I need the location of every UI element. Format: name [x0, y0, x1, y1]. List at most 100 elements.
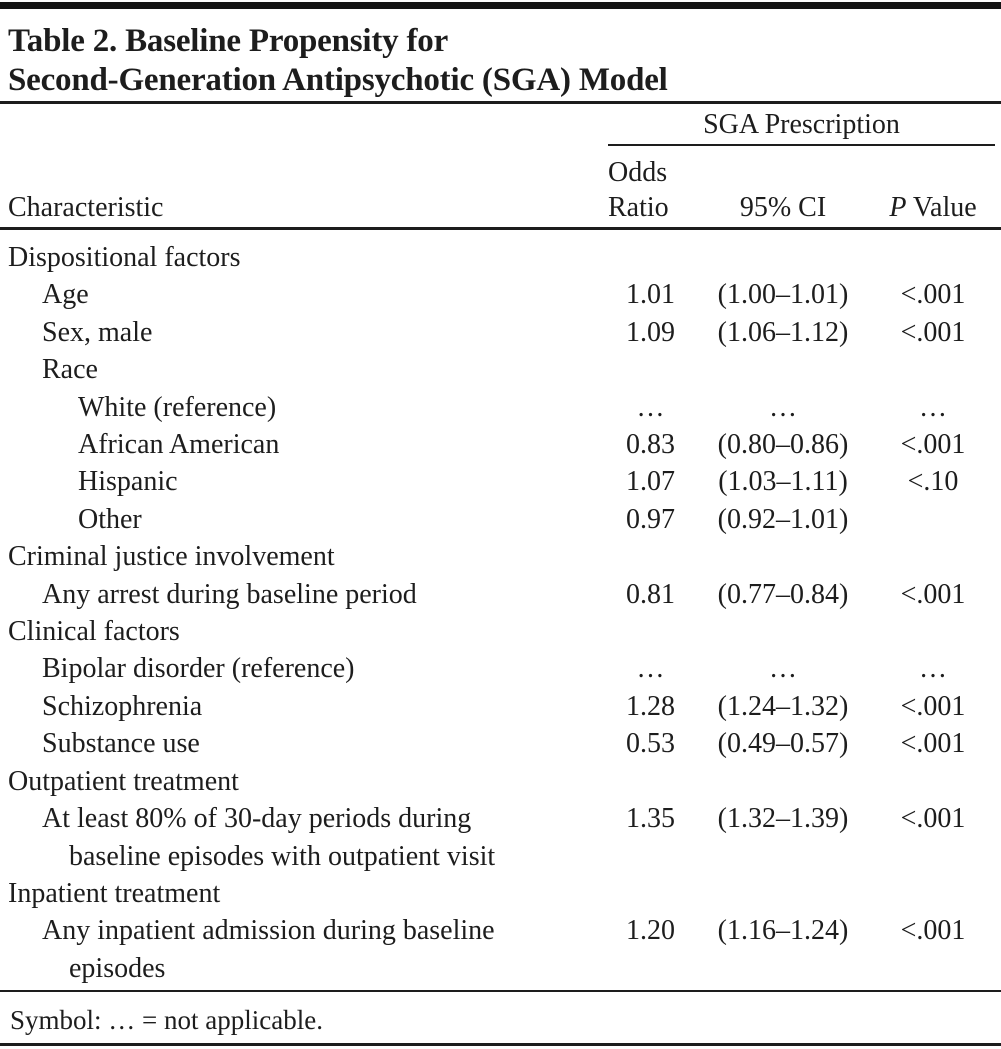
column-header-95ci: 95% CI	[739, 192, 827, 223]
ci-value: (1.32–1.39)	[717, 803, 849, 835]
table-row: Criminal justice involvement	[8, 538, 993, 575]
row-label-line1: Schizophrenia	[42, 690, 203, 722]
table-row: Bipolar disorder (reference) … … …	[8, 650, 993, 687]
p-value: …	[919, 391, 947, 423]
row-label-line1: Bipolar disorder (reference)	[42, 653, 355, 685]
p-value: <.001	[900, 690, 966, 722]
row-label-line2: episodes	[69, 952, 166, 984]
ci-value: …	[769, 391, 797, 423]
ci-value: (1.03–1.11)	[718, 466, 848, 498]
row-label-line1: African American	[78, 429, 280, 461]
table-row: Any inpatient admission during baseline e…	[8, 912, 993, 987]
row-label: White (reference)	[8, 389, 608, 426]
row-label-line1: Inpatient treatment	[8, 877, 221, 909]
row-label-line1: Any inpatient admission during baseline	[42, 915, 495, 947]
table-row: Sex, male 1.09 (1.06–1.12) <.001	[8, 314, 993, 351]
divider	[0, 227, 1001, 230]
row-label: At least 80% of 30-day periods during bas…	[8, 800, 608, 875]
table-row: Inpatient treatment	[8, 875, 993, 912]
odds-ratio-value: 1.01	[626, 279, 675, 311]
odds-ratio-value: 0.83	[626, 429, 675, 461]
row-label-line1: Age	[42, 279, 89, 311]
row-label: Substance use	[8, 725, 608, 762]
p-value: <.10	[907, 466, 959, 498]
table-row: Age 1.01 (1.00–1.01) <.001	[8, 276, 993, 313]
ci-value: (0.92–1.01)	[717, 503, 849, 535]
odds-ratio-value: 0.81	[626, 578, 675, 610]
p-value: <.001	[900, 429, 966, 461]
ci-value: (0.49–0.57)	[717, 728, 849, 760]
table-row: Other 0.97 (0.92–1.01)	[8, 501, 993, 538]
ci-value: (1.06–1.12)	[717, 316, 849, 348]
table-title-line1: Table 2. Baseline Propensity for	[8, 23, 449, 59]
row-label-line1: Other	[78, 503, 142, 535]
table-row: Outpatient treatment	[8, 763, 993, 800]
row-label: Schizophrenia	[8, 688, 608, 725]
column-header-p-value: P Value	[889, 192, 977, 223]
row-label: Age	[8, 276, 608, 313]
table-row: African American 0.83 (0.80–0.86) <.001	[8, 426, 993, 463]
row-label: Any arrest during baseline period	[8, 576, 608, 613]
table-body: Dispositional factors Age 1.01 (1.00–1.01) <…	[8, 239, 993, 987]
row-label-line1: Clinical factors	[8, 616, 180, 648]
table-title-line2: Second-Generation Antipsychotic (SGA) Mo…	[8, 62, 668, 98]
row-label-line1: Substance use	[42, 728, 200, 760]
p-value: <.001	[900, 803, 966, 835]
odds-ratio-value: 1.28	[626, 690, 675, 722]
odds-ratio-value: 0.53	[626, 728, 675, 760]
ci-value: (0.77–0.84)	[717, 578, 849, 610]
column-header-odds-ratio: Odds Ratio	[608, 157, 669, 223]
odds-ratio-value: …	[636, 653, 665, 685]
ci-value: (1.00–1.01)	[717, 279, 849, 311]
table-row: Race	[8, 351, 993, 388]
row-label: Outpatient treatment	[8, 763, 608, 800]
table-row: Clinical factors	[8, 613, 993, 650]
row-label: Other	[8, 501, 608, 538]
row-label-line1: Race	[42, 354, 98, 386]
table-footnote: Symbol: … = not applicable.	[10, 1005, 323, 1035]
table-row: Any arrest during baseline period 0.81 (0.…	[8, 576, 993, 613]
p-value: <.001	[900, 728, 966, 760]
odds-ratio-value: 1.35	[626, 803, 675, 835]
odds-ratio-value: 1.20	[626, 915, 675, 947]
row-label: Bipolar disorder (reference)	[8, 650, 608, 687]
row-label-line1: White (reference)	[78, 391, 277, 423]
row-label-line1: Outpatient treatment	[8, 765, 239, 797]
p-value: <.001	[900, 578, 966, 610]
row-label: Hispanic	[8, 463, 608, 500]
column-group-header-sga-prescription: SGA Prescription	[608, 107, 995, 146]
row-label-line1: Criminal justice involvement	[8, 541, 335, 573]
row-label-line2: baseline episodes with outpatient visit	[69, 840, 496, 872]
row-label: Clinical factors	[8, 613, 608, 650]
ci-value: (1.16–1.24)	[717, 915, 849, 947]
p-value: <.001	[900, 316, 966, 348]
odds-ratio-value: 1.07	[626, 466, 675, 498]
odds-ratio-value: 0.97	[626, 503, 675, 535]
row-label: Inpatient treatment	[8, 875, 608, 912]
row-label-line1: Any arrest during baseline period	[42, 578, 417, 610]
column-header-row: Characteristic Odds Ratio 95% CI P Value	[8, 146, 993, 225]
table-row: White (reference)………	[8, 389, 993, 426]
row-label: Dispositional factors	[8, 239, 608, 276]
p-value: <.001	[900, 279, 966, 311]
row-label: Any inpatient admission during baseline e…	[8, 912, 608, 987]
table-row: Schizophrenia 1.28 (1.24–1.32) <.001	[8, 688, 993, 725]
table-row: Hispanic 1.07 (1.03–1.11) <.10	[8, 463, 993, 500]
row-label-line1: Sex, male	[42, 316, 153, 348]
row-label-line1: Hispanic	[78, 466, 178, 498]
p-value: <.001	[900, 915, 966, 947]
table-title: Table 2. Baseline Propensity for Second-…	[8, 22, 993, 100]
row-label: Criminal justice involvement	[8, 538, 608, 575]
ci-value: (1.24–1.32)	[717, 690, 849, 722]
divider	[0, 101, 1001, 104]
divider	[0, 1043, 1001, 1046]
divider	[0, 990, 1001, 992]
column-header-characteristic: Characteristic	[8, 192, 164, 223]
p-value: …	[919, 653, 947, 685]
row-label: Sex, male	[8, 314, 608, 351]
table-row: Substance use 0.53 (0.49–0.57) <.001	[8, 725, 993, 762]
ci-value: …	[769, 653, 797, 685]
table-row: At least 80% of 30-day periods during bas…	[8, 800, 993, 875]
row-label: Race	[8, 351, 608, 388]
